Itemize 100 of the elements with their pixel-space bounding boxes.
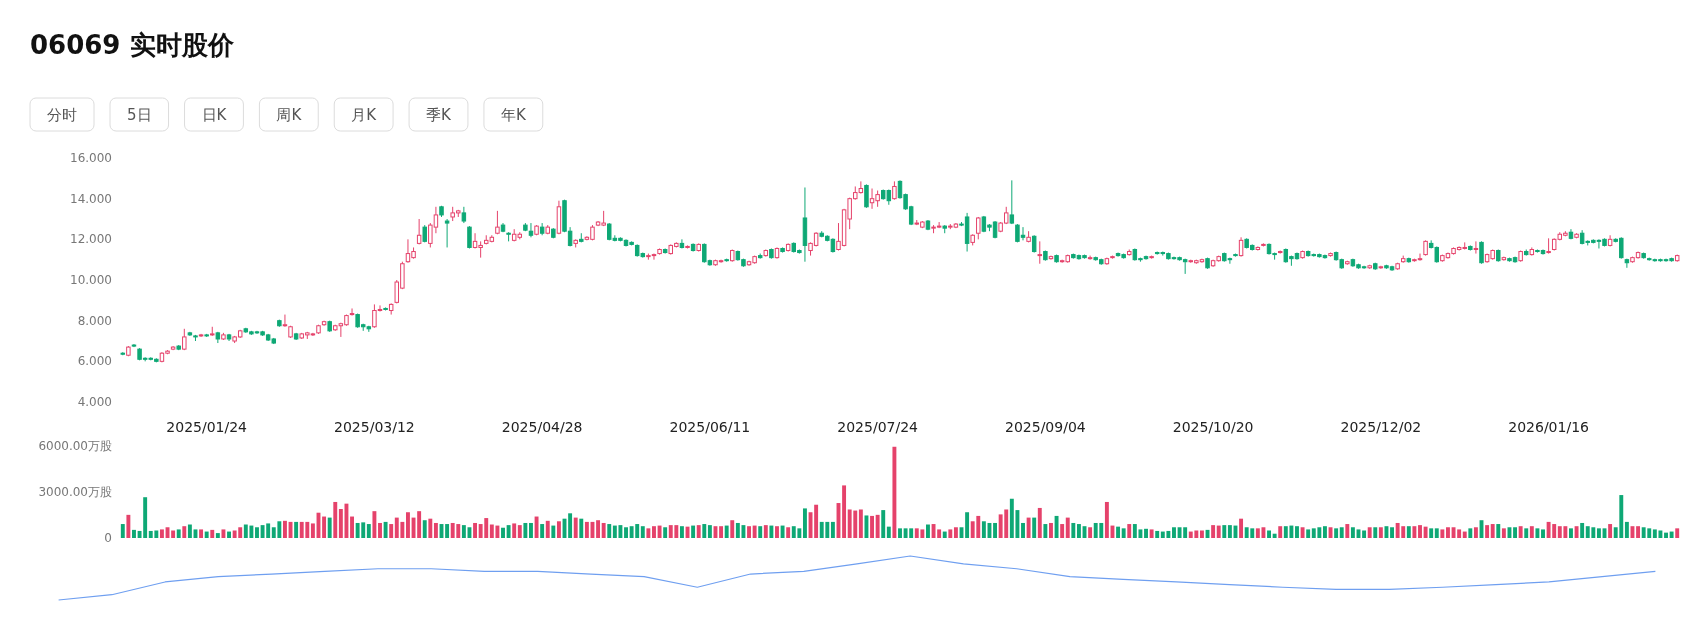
bar bbox=[1513, 527, 1518, 538]
bar bbox=[707, 525, 712, 538]
bar bbox=[1362, 530, 1367, 538]
bar bbox=[221, 529, 226, 538]
bar bbox=[132, 529, 136, 538]
bar bbox=[322, 516, 327, 538]
bar bbox=[1384, 526, 1389, 538]
bar bbox=[227, 531, 231, 538]
bar bbox=[1054, 515, 1059, 538]
bar bbox=[545, 520, 550, 538]
bar bbox=[1462, 531, 1467, 538]
y-tick-label: 0 bbox=[104, 531, 112, 545]
period-buttons: 分时 5日 日K 周K 月K 季K 年K bbox=[29, 97, 544, 132]
bar bbox=[1675, 528, 1680, 538]
bar bbox=[1104, 501, 1109, 538]
bar bbox=[758, 526, 763, 538]
bar bbox=[1636, 526, 1641, 538]
bar bbox=[1580, 522, 1585, 538]
bar bbox=[1345, 524, 1350, 538]
bar bbox=[445, 524, 450, 538]
x-tick-label: 2025/12/02 bbox=[1340, 419, 1422, 435]
x-tick-label: 2025/03/12 bbox=[334, 419, 415, 435]
candlestick bbox=[864, 183, 869, 209]
bar bbox=[573, 517, 578, 538]
bar bbox=[1496, 524, 1501, 538]
bar bbox=[640, 526, 645, 538]
y-tick-label: 14.000 bbox=[70, 191, 112, 206]
bar bbox=[1608, 524, 1613, 538]
bar bbox=[1088, 527, 1093, 538]
bar bbox=[433, 522, 438, 538]
bar bbox=[607, 524, 612, 538]
y-tick-label: 8.000 bbox=[77, 313, 112, 328]
bar bbox=[1406, 526, 1411, 538]
bar bbox=[898, 528, 902, 538]
bar bbox=[176, 529, 181, 538]
bar bbox=[1116, 526, 1121, 538]
bar bbox=[529, 522, 533, 538]
bar bbox=[1026, 517, 1031, 538]
bar bbox=[171, 530, 176, 538]
bar bbox=[523, 522, 528, 538]
bar bbox=[657, 525, 662, 538]
bar bbox=[210, 529, 215, 538]
bar bbox=[875, 514, 880, 538]
bar bbox=[1043, 524, 1048, 538]
bar bbox=[579, 518, 584, 538]
bar bbox=[1541, 529, 1545, 538]
bar bbox=[215, 533, 220, 538]
bar bbox=[696, 525, 701, 538]
bar bbox=[1334, 528, 1339, 538]
y-tick-label: 6000.00万股 bbox=[38, 439, 112, 453]
bar bbox=[1501, 528, 1506, 538]
bar bbox=[584, 521, 589, 538]
bar bbox=[691, 525, 696, 538]
bar bbox=[942, 531, 947, 538]
bar bbox=[1272, 533, 1277, 538]
bar bbox=[1490, 524, 1495, 538]
bar bbox=[1300, 527, 1305, 538]
bar bbox=[1569, 528, 1573, 538]
bar bbox=[1065, 517, 1070, 538]
bar bbox=[981, 521, 986, 538]
bar bbox=[501, 527, 505, 538]
bar bbox=[1155, 530, 1160, 538]
bar bbox=[282, 520, 287, 538]
bar bbox=[652, 526, 656, 538]
candlestick bbox=[1009, 179, 1015, 225]
x-tick-label: 2025/01/24 bbox=[166, 419, 248, 435]
x-tick-label: 2025/07/24 bbox=[837, 419, 919, 435]
bar bbox=[1518, 526, 1523, 538]
y-tick-label: 16.000 bbox=[70, 151, 112, 165]
bar bbox=[802, 508, 807, 538]
bar bbox=[1021, 522, 1025, 538]
bar bbox=[512, 523, 517, 538]
bar bbox=[350, 516, 354, 538]
bar bbox=[730, 520, 735, 538]
x-tick-label: 2025/09/04 bbox=[1005, 419, 1086, 435]
bar bbox=[310, 523, 315, 538]
bar bbox=[1267, 530, 1271, 538]
bar bbox=[556, 521, 561, 538]
bar bbox=[679, 526, 684, 538]
bar bbox=[1037, 507, 1042, 538]
bar bbox=[1412, 526, 1417, 538]
bar bbox=[1121, 528, 1126, 538]
candlestick bbox=[1479, 240, 1484, 265]
bar bbox=[1596, 528, 1601, 538]
bar bbox=[372, 511, 377, 538]
bar bbox=[551, 525, 556, 538]
x-tick-label: 2025/04/28 bbox=[501, 419, 583, 435]
candlestick bbox=[528, 222, 534, 238]
bar bbox=[1446, 527, 1450, 538]
bar bbox=[1076, 524, 1081, 538]
bar bbox=[1216, 525, 1221, 538]
bar bbox=[926, 524, 930, 538]
bar bbox=[752, 525, 757, 538]
bar bbox=[1485, 525, 1490, 538]
bar bbox=[1367, 527, 1372, 538]
bar bbox=[780, 525, 785, 538]
y-tick-label: 10.000 bbox=[70, 273, 112, 287]
bar bbox=[159, 529, 164, 538]
y-tick-label: 12.000 bbox=[70, 232, 112, 247]
bar bbox=[1172, 527, 1176, 538]
